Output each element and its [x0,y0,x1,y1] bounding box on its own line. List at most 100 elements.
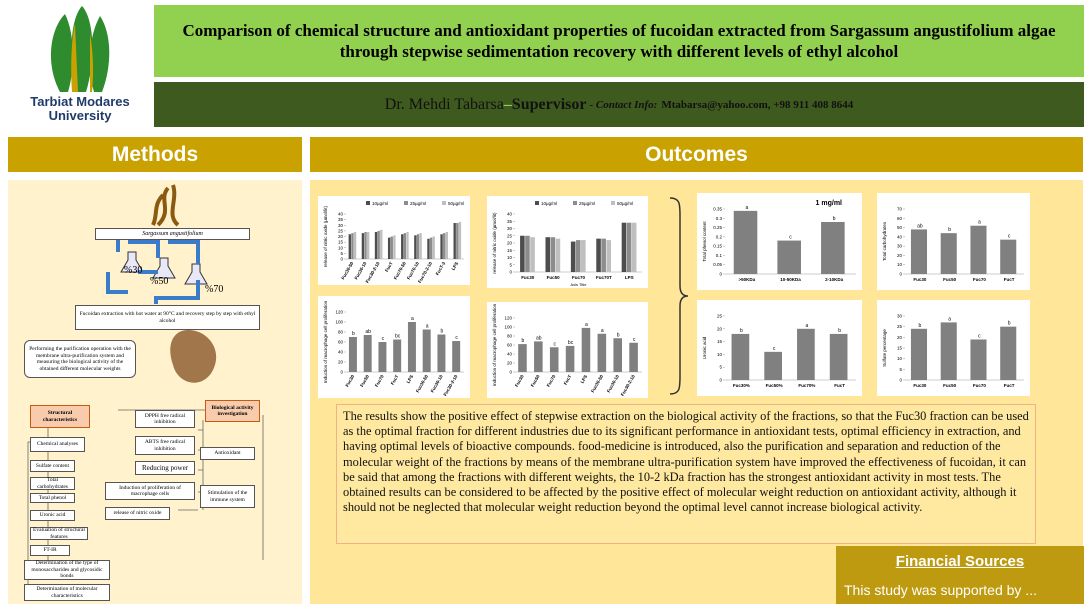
x-tick-label: Fuc30-10 [430,374,444,394]
y-tick-label: 20 [338,360,344,365]
chart-title: 1 mg/ml [816,200,843,207]
y-tick-label: 5 [509,262,512,267]
y-axis-label: Total phenol content [702,221,707,262]
significance-letter: a [426,324,429,330]
bar [565,345,575,372]
x-tick-label: FucT [563,374,573,386]
legend-swatch [366,201,370,205]
bar [910,328,928,380]
method-box: Antioxidant [200,447,255,460]
y-tick-label: 60 [507,343,513,348]
y-tick-label: 25 [897,324,903,329]
chart: Uronic acid 0 5 10 15 20 25 b Fuc30% c Fuc50% a Fuc7… [697,300,862,396]
y-tick-label: 0 [719,272,722,277]
x-tick-label: Fuc70 [973,383,987,388]
bar [406,232,409,259]
financial-text: This study was supported by ... [844,582,1037,598]
method-box: Total phenol [30,493,75,503]
dash: – [503,95,512,113]
bar [429,237,433,259]
legend-label: 10µg/ml [372,201,388,206]
bar [970,339,987,380]
level-label: %70 [205,284,224,295]
extraction-box: Fucoidan extraction with hot water at 90… [75,305,260,330]
bar [445,232,449,259]
method-box: Chemical analyses [30,437,85,452]
bar [606,240,612,272]
x-tick-label: Fuc70 [973,277,987,282]
bar [453,223,456,259]
bar [545,237,551,272]
biological-box: Biological activity investigation [205,400,260,422]
bar [777,240,801,274]
method-box: Uronic acid [30,510,75,521]
x-tick-label: FucT [834,383,845,388]
x-tick-label: Fuc50 [547,275,561,280]
significance-letter: c [633,337,636,343]
bar [432,236,435,259]
x-tick-label: Fuc30-2-10 [442,374,458,397]
bar [422,329,431,372]
outcomes-heading: Outcomes [310,137,1083,172]
x-tick-label: Fuc30 [521,275,535,280]
bar [733,210,758,274]
contact-label: - Contact Info: [589,98,658,111]
x-tick-label: Fuc30 [913,383,927,388]
bar [366,232,370,259]
bar [534,341,543,372]
y-tick-label: 0 [899,272,902,277]
y-tick-label: 10 [507,255,513,260]
logo-text: Tarbiat Modares University [14,95,146,123]
method-box: Sulfate content [30,460,75,472]
method-box: Determination of the type of monosacchar… [24,560,110,580]
y-tick-label: 25 [507,233,513,238]
y-tick-label: 30 [338,223,344,228]
bar [401,234,404,259]
bar [363,335,372,372]
bar [626,222,632,272]
species-box: Sargassum angustifolium [95,228,250,240]
role: Supervisor [511,95,587,113]
y-axis-label: release of nitric oxide (µmol/lit) [492,212,497,274]
contact-bar: Dr. Mehdi Tabarsa – Supervisor - Contact… [154,82,1084,127]
bar [414,235,417,259]
x-tick-label: Fuc70T [596,275,612,280]
title: Comparison of chemical structure and ant… [154,5,1084,77]
bar [348,234,351,259]
bar [631,222,637,272]
bar [570,241,576,272]
significance-letter: a [745,205,748,211]
bar [520,235,525,272]
y-axis-label: Induction of macrophage cell proliferati… [492,303,497,386]
bar [437,334,446,372]
bar [393,339,402,372]
significance-letter: a [411,316,414,322]
x-tick-label: Fuc30-2-10 [620,374,636,397]
y-tick-label: 10 [897,356,903,361]
significance-letter: b [1008,321,1011,327]
x-tick-label: Fuc30-50 [340,261,354,281]
x-tick-label: 2-10KDa [825,277,844,282]
bar [613,338,622,372]
x-tick-label: Fuc70% [798,383,815,388]
y-tick-label: 100 [504,325,512,330]
bar [596,238,601,272]
y-tick-label: 50 [897,225,903,230]
y-tick-label: 0.3 [716,216,723,221]
y-tick-label: 30 [507,226,513,231]
y-tick-label: 10 [897,262,903,267]
y-axis-label: Total carbohydrates [882,221,887,261]
x-tick-label: FucT [384,261,394,273]
method-box: Stimulation of the immune system [200,485,255,508]
significance-letter: b [948,227,951,233]
y-tick-label: 80 [338,330,344,335]
significance-letter: bc [568,340,574,346]
y-tick-label: 0 [340,257,343,262]
y-axis-label: release of nitric oxide (µmol/lit) [323,205,328,267]
x-tick-label: FucT [1004,277,1015,282]
significance-letter: b [740,328,743,334]
y-tick-label: 20 [338,234,344,239]
y-tick-label: 60 [338,340,344,345]
y-tick-label: 20 [897,335,903,340]
bar [456,223,459,259]
